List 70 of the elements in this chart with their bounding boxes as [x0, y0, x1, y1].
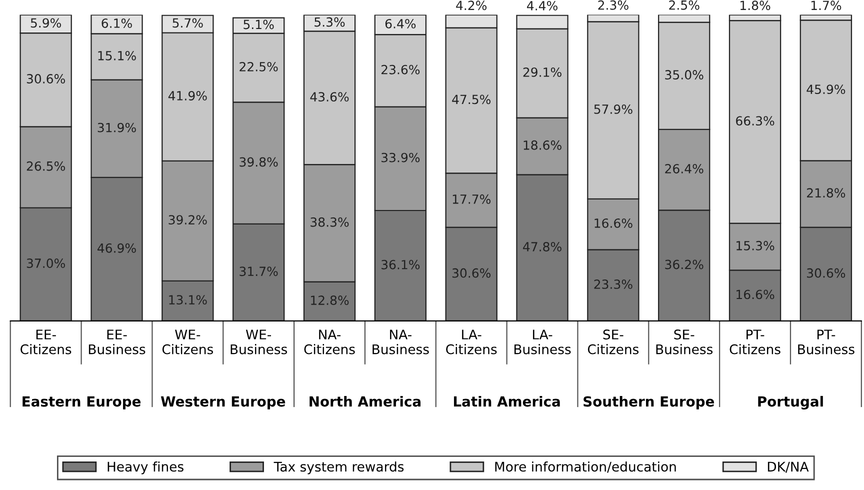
data-label: 26.5% — [26, 161, 65, 171]
data-label: 5.7% — [172, 18, 203, 28]
data-label: 47.8% — [523, 242, 562, 252]
data-label: 31.9% — [98, 122, 136, 132]
legend-label: Tax system rewards — [274, 461, 404, 474]
x-tick-label: WE- Citizens — [162, 330, 214, 354]
data-label: 46.9% — [98, 243, 136, 253]
data-label: 45.9% — [806, 84, 846, 94]
data-label: 41.9% — [168, 91, 207, 100]
data-label: 22.5% — [240, 62, 278, 72]
x-tick-label: NA- Business — [372, 330, 429, 354]
data-label: 66.3% — [736, 116, 774, 126]
text: Western Europe — [160, 396, 286, 410]
x-tick-label: PT- Citizens — [730, 330, 780, 354]
text: Southern Europe — [584, 396, 714, 410]
x-tick-label: NA- Citizens — [304, 330, 355, 354]
data-label: 13.1% — [169, 295, 207, 305]
data-label: 23.3% — [594, 279, 632, 289]
legend-label: More information/education — [495, 461, 676, 473]
data-label: 30.6% — [807, 268, 846, 278]
data-label: 36.2% — [665, 260, 704, 270]
x-tick-label: EE- Business — [88, 330, 146, 354]
data-label: 4.2% — [456, 0, 487, 10]
data-label: 37.0% — [26, 258, 65, 268]
data-label: 1.7% — [811, 0, 842, 10]
text: Latin America — [454, 396, 560, 407]
x-tick-label: PT- Business — [798, 330, 854, 354]
data-label: 57.9% — [594, 104, 632, 114]
data-label: 38.3% — [310, 217, 349, 227]
data-label: 2.5% — [669, 0, 700, 10]
data-label: 5.1% — [244, 20, 274, 30]
data-label: 36.1% — [382, 260, 420, 270]
data-label: 5.3% — [314, 17, 345, 27]
data-label: 4.4% — [527, 0, 558, 10]
data-label: 30.6% — [26, 74, 65, 84]
x-tick-label: SE- Business — [656, 330, 713, 354]
x-tick-label: LA- Citizens — [446, 330, 497, 354]
data-label: 18.6% — [524, 140, 562, 150]
data-label: 2.3% — [598, 0, 628, 10]
data-label: 5.9% — [30, 18, 62, 28]
legend-label: DK/NA — [768, 462, 809, 473]
data-label: 31.7% — [240, 266, 278, 276]
data-label: 12.8% — [311, 296, 349, 305]
data-label: 21.8% — [807, 188, 846, 198]
data-label: 15.3% — [736, 240, 774, 250]
data-label: 30.6% — [452, 268, 491, 278]
data-label: 29.1% — [523, 67, 562, 77]
data-label: 43.6% — [310, 92, 349, 102]
x-tick-label: LA- Business — [514, 330, 571, 354]
x-tick-label: EE- Citizens — [20, 330, 72, 354]
data-label: 16.6% — [594, 218, 632, 228]
legend-label: Heavy fines — [108, 461, 184, 474]
data-label: 16.6% — [736, 290, 774, 300]
data-label: 39.2% — [168, 215, 207, 225]
data-label: 26.4% — [665, 164, 704, 174]
text: North America — [310, 396, 420, 407]
data-label: 33.9% — [382, 152, 420, 162]
text: Eastern Europe — [22, 396, 141, 410]
data-label: 17.7% — [452, 194, 491, 204]
data-label: 6.1% — [102, 18, 132, 28]
data-label: 35.0% — [665, 70, 704, 80]
data-label: 47.5% — [452, 94, 491, 104]
data-label: 39.8% — [240, 157, 278, 167]
data-label: 1.8% — [740, 0, 770, 10]
data-label: 15.1% — [98, 50, 136, 60]
x-tick-label: WE- Business — [230, 330, 288, 354]
x-tick-label: SE- Citizens — [588, 330, 639, 354]
text: Portugal — [758, 396, 823, 410]
data-label: 6.4% — [385, 18, 416, 28]
data-label: 23.6% — [381, 64, 420, 74]
